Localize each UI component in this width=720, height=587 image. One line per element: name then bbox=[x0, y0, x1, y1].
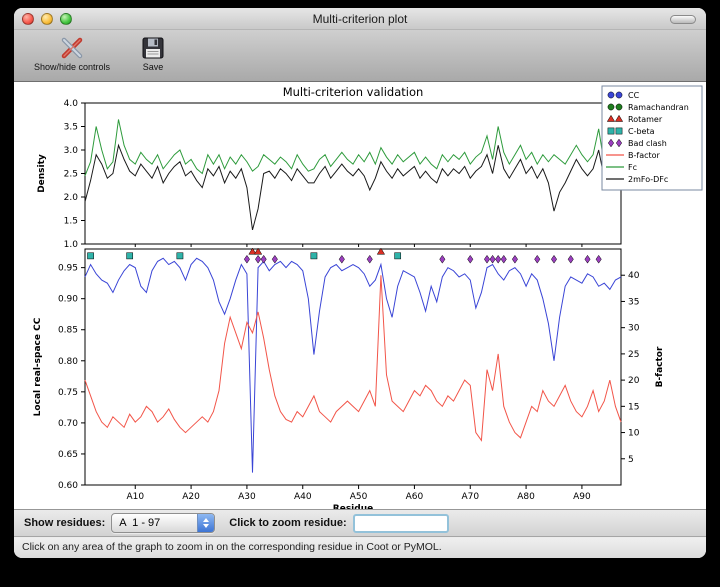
svg-text:3.5: 3.5 bbox=[64, 123, 78, 133]
svg-text:20: 20 bbox=[628, 376, 640, 386]
close-button[interactable] bbox=[22, 13, 34, 25]
tool-button-label: Save bbox=[142, 62, 164, 72]
svg-text:Bad clash: Bad clash bbox=[628, 139, 667, 148]
svg-text:15: 15 bbox=[628, 402, 639, 412]
svg-text:Residue: Residue bbox=[333, 504, 373, 509]
svg-text:B-factor: B-factor bbox=[655, 346, 665, 387]
zoom-residue-input[interactable] bbox=[352, 513, 449, 533]
svg-text:B-factor: B-factor bbox=[628, 151, 661, 160]
svg-text:10: 10 bbox=[628, 429, 640, 439]
controls-bar: Show residues: A 1 - 97 Click to zoom re… bbox=[14, 509, 706, 537]
window-title: Multi-criterion plot bbox=[312, 12, 408, 26]
svg-text:CC: CC bbox=[628, 91, 640, 100]
chain-range-select[interactable]: A 1 - 97 bbox=[111, 513, 216, 533]
svg-text:5: 5 bbox=[628, 455, 634, 465]
svg-text:A60: A60 bbox=[406, 492, 424, 502]
svg-text:A40: A40 bbox=[294, 492, 312, 502]
svg-text:0.90: 0.90 bbox=[58, 295, 78, 305]
svg-text:Rotamer: Rotamer bbox=[628, 115, 663, 124]
svg-text:Multi-criterion validation: Multi-criterion validation bbox=[283, 85, 424, 99]
svg-text:0.95: 0.95 bbox=[58, 264, 78, 274]
minimize-button[interactable] bbox=[41, 13, 53, 25]
svg-text:0.70: 0.70 bbox=[58, 419, 78, 429]
multi-criterion-plot-window: Multi-criterion plot Show/hide controls bbox=[14, 8, 706, 558]
svg-text:4.0: 4.0 bbox=[64, 99, 79, 109]
svg-text:1.0: 1.0 bbox=[64, 240, 79, 250]
show-residues-label: Show residues: bbox=[24, 517, 106, 529]
svg-text:Ramachandran: Ramachandran bbox=[628, 103, 689, 112]
svg-text:0.85: 0.85 bbox=[58, 326, 78, 336]
svg-text:Density: Density bbox=[37, 154, 47, 193]
svg-text:A80: A80 bbox=[517, 492, 535, 502]
svg-text:A20: A20 bbox=[182, 492, 200, 502]
tools-icon bbox=[59, 35, 85, 61]
svg-text:A70: A70 bbox=[461, 492, 479, 502]
toolbar-toggle-button[interactable] bbox=[670, 15, 696, 24]
svg-text:1.5: 1.5 bbox=[64, 217, 78, 227]
svg-text:A50: A50 bbox=[350, 492, 368, 502]
svg-text:0.75: 0.75 bbox=[58, 388, 78, 398]
status-bar: Click on any area of the graph to zoom i… bbox=[14, 538, 706, 558]
svg-text:30: 30 bbox=[628, 324, 640, 334]
svg-text:2mFo-DFc: 2mFo-DFc bbox=[628, 175, 668, 184]
svg-text:A10: A10 bbox=[126, 492, 144, 502]
chain-range-value: A 1 - 97 bbox=[119, 517, 161, 529]
chevron-updown-icon bbox=[197, 514, 215, 532]
svg-text:3.0: 3.0 bbox=[64, 146, 79, 156]
save-icon bbox=[140, 35, 166, 61]
svg-text:C-beta: C-beta bbox=[628, 127, 655, 136]
svg-text:0.80: 0.80 bbox=[58, 357, 78, 367]
svg-text:Local real-space CC: Local real-space CC bbox=[33, 317, 43, 416]
svg-text:0.65: 0.65 bbox=[58, 450, 78, 460]
svg-text:25: 25 bbox=[628, 350, 639, 360]
titlebar: Multi-criterion plot bbox=[14, 8, 706, 30]
svg-text:2.0: 2.0 bbox=[64, 193, 79, 203]
figure-area[interactable]: Multi-criterion validation 1.0 1.5 2.0 2.5 3.… bbox=[14, 82, 706, 509]
save-button[interactable]: Save bbox=[136, 34, 170, 73]
svg-text:40: 40 bbox=[628, 271, 640, 281]
svg-text:A90: A90 bbox=[573, 492, 591, 502]
tool-button-label: Show/hide controls bbox=[34, 62, 111, 72]
svg-text:2.5: 2.5 bbox=[64, 170, 78, 180]
svg-text:Fc: Fc bbox=[628, 163, 637, 172]
svg-text:A30: A30 bbox=[238, 492, 256, 502]
svg-text:35: 35 bbox=[628, 297, 639, 307]
svg-text:0.60: 0.60 bbox=[58, 481, 78, 491]
traffic-lights bbox=[22, 13, 79, 25]
zoom-residue-label: Click to zoom residue: bbox=[229, 517, 347, 529]
show-hide-controls-button[interactable]: Show/hide controls bbox=[30, 34, 114, 73]
toolbar: Show/hide controls Save bbox=[14, 30, 706, 82]
multi-criterion-chart[interactable]: Multi-criterion validation 1.0 1.5 2.0 2.5 3.… bbox=[14, 82, 706, 509]
zoom-window-button[interactable] bbox=[60, 13, 72, 25]
status-bar-text: Click on any area of the graph to zoom i… bbox=[22, 541, 442, 553]
